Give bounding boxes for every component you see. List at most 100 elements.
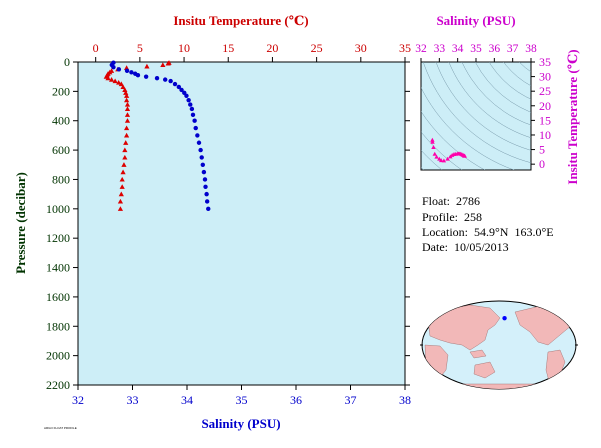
salinity-point: [172, 81, 178, 87]
ts-point: [462, 153, 468, 158]
salinity-tick-label: 36: [290, 393, 302, 407]
ts-temperature-tick-label: 20: [539, 99, 551, 113]
temperature-point: [122, 87, 128, 92]
salinity-point: [200, 162, 206, 167]
temperature-point: [117, 198, 124, 204]
salinity-point: [179, 87, 184, 93]
salinity-point: [196, 140, 202, 145]
salinity-point: [135, 73, 141, 78]
salinity-point: [199, 155, 204, 160]
temperature-tick-label: 30: [355, 41, 367, 55]
temperature-axis: 0 5 10 15 20 25 30 35: [93, 41, 411, 62]
salinity-point: [203, 184, 208, 189]
salinity-axis: 32 33 34 35 36 37 38: [72, 385, 411, 407]
ts-series: [430, 137, 468, 163]
float-id-label: Float: 2786: [422, 194, 481, 208]
salinity-point: [201, 169, 207, 175]
salinity-point: [204, 191, 209, 197]
density-contour: [535, 0, 601, 48]
salinity-point: [186, 97, 191, 103]
salinity-point: [193, 125, 198, 131]
salinity-point: [129, 70, 134, 75]
temperature-point: [123, 90, 129, 95]
pressure-tick-label: 1000: [46, 202, 70, 216]
temperature-point: [118, 81, 124, 87]
ts-salinity-tick-label: 35: [470, 43, 482, 55]
ts-salinity-axis: 32 33 34 35 36 37 38: [415, 43, 537, 62]
temperature-point: [112, 78, 118, 84]
temperature-axis-title: Insitu Temperature (℃): [173, 13, 308, 28]
land-indonesia: [469, 349, 487, 359]
pressure-tick-label: 0: [64, 55, 70, 69]
temperature-point: [124, 97, 130, 103]
temperature-tick-label: 0: [93, 41, 99, 55]
ts-salinity-tick-label: 34: [452, 43, 464, 55]
temperature-tick-label: 20: [266, 41, 278, 55]
ts-temperature-tick-label: 10: [539, 128, 551, 142]
salinity-point: [111, 64, 116, 70]
salinity-axis-title: Salinity (PSU): [201, 416, 280, 431]
salinity-point: [124, 68, 130, 74]
salinity-point: [184, 93, 189, 98]
land-australia: [473, 361, 496, 379]
float-location-marker: [502, 315, 507, 321]
temperature-tick-label: 15: [222, 41, 234, 55]
salinity-tick-label: 34: [181, 393, 193, 407]
pressure-tick-label: 2000: [46, 349, 70, 363]
temperature-point: [105, 75, 111, 81]
salinity-point: [188, 102, 193, 107]
location-label: Location: 54.9°N 163.0°E: [422, 225, 554, 239]
pressure-axis: 0 200 400 600 800 1000 1200 1400 1600 1800 2000 220…: [46, 55, 78, 392]
temperature-point: [119, 184, 125, 189]
salinity-point: [143, 74, 149, 79]
salinity-tick-label: 37: [345, 393, 357, 407]
ts-salinity-axis-title: Salinity (PSU): [436, 13, 515, 28]
temperature-point: [121, 162, 127, 167]
temperature-point: [120, 84, 126, 90]
salinity-point: [154, 75, 160, 81]
pressure-tick-label: 400: [52, 114, 70, 128]
salinity-point: [190, 112, 196, 118]
ts-temperature-tick-label: 5: [539, 143, 545, 157]
temperature-tick-label: 35: [399, 41, 411, 55]
salinity-point: [206, 206, 211, 212]
temperature-point: [124, 118, 131, 123]
density-contour: [559, 0, 583, 24]
density-contour: [511, 0, 601, 72]
date-label: Date: 10/05/2013: [422, 240, 509, 254]
salinity-point: [176, 84, 182, 90]
salinity-point: [163, 77, 168, 82]
profile-number-label: Profile: 258: [422, 210, 482, 224]
temperature-point: [124, 125, 130, 131]
temperature-point: [122, 147, 128, 153]
temperature-point: [119, 176, 125, 182]
temperature-point: [108, 77, 115, 82]
temperature-point: [124, 112, 131, 117]
ts-temperature-tick-label: 35: [539, 55, 551, 69]
pressure-tick-label: 800: [52, 172, 70, 186]
salinity-point: [168, 78, 173, 84]
footer-note: ARGO FLOAT PROFILE: [44, 426, 77, 430]
salinity-point: [195, 133, 200, 138]
pressure-tick-label: 1200: [46, 231, 70, 245]
temperature-point: [123, 140, 129, 145]
pressure-tick-label: 200: [52, 84, 70, 98]
temperature-point: [124, 65, 130, 70]
temperature-tick-label: 10: [178, 41, 190, 55]
land-south-america: [545, 349, 566, 386]
ts-point: [441, 158, 447, 163]
temperature-point: [124, 106, 131, 112]
ts-point: [431, 145, 436, 149]
ts-point: [432, 151, 437, 156]
temperature-point: [124, 101, 131, 107]
ts-temperature-tick-label: 25: [539, 84, 551, 98]
ts-salinity-tick-label: 33: [434, 43, 446, 55]
pressure-tick-label: 2200: [46, 378, 70, 392]
ts-temperature-tick-label: 30: [539, 70, 551, 84]
temperature-point: [165, 60, 171, 66]
ts-point: [445, 156, 450, 161]
pressure-tick-label: 600: [52, 143, 70, 157]
ts-point: [438, 158, 444, 163]
